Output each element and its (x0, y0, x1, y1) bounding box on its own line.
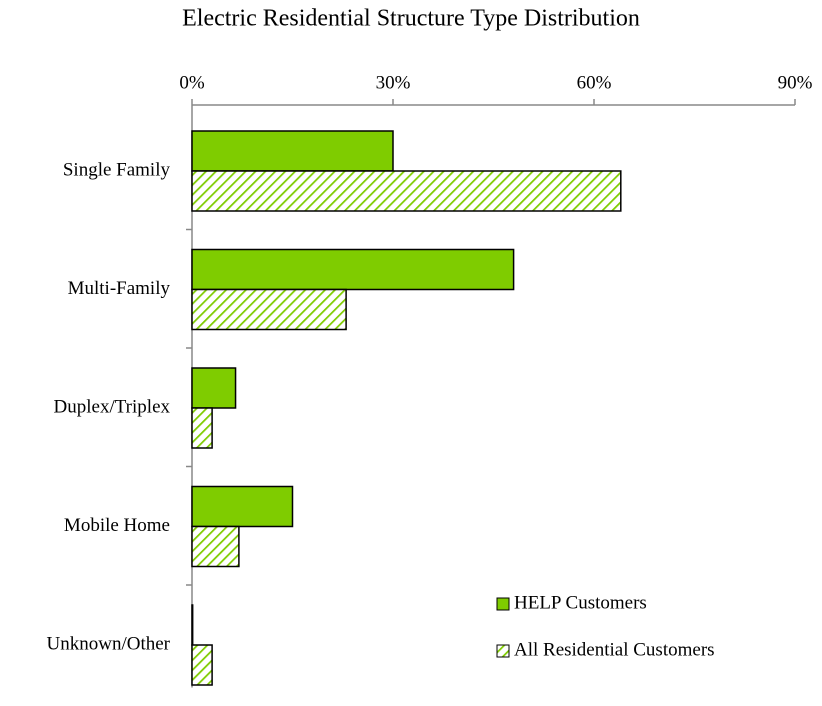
bar (191, 485, 294, 528)
x-tick-label: 30% (376, 72, 411, 93)
y-tick-label: Unknown/Other (47, 633, 171, 654)
chart-title: Electric Residential Structure Type Dist… (182, 6, 640, 32)
bar (191, 248, 515, 291)
legend-swatch (496, 644, 510, 658)
y-tick-label: Duplex/Triplex (54, 396, 171, 417)
legend-swatch (496, 597, 510, 611)
bar (191, 367, 237, 409)
y-tick-label: Multi-Family (68, 278, 171, 299)
bar (191, 525, 240, 568)
x-tick-label: 90% (778, 72, 813, 93)
bar (191, 170, 622, 212)
bar (191, 130, 394, 172)
y-tick-label: Mobile Home (64, 515, 170, 536)
bar (191, 604, 194, 646)
bar (191, 288, 347, 331)
bar (191, 644, 213, 686)
y-tick-label: Single Family (63, 159, 171, 180)
legend-label: All Residential Customers (514, 639, 715, 660)
legend-label: HELP Customers (514, 592, 647, 613)
x-tick-label: 0% (179, 72, 205, 93)
bar (191, 407, 213, 449)
x-tick-label: 60% (577, 72, 612, 93)
